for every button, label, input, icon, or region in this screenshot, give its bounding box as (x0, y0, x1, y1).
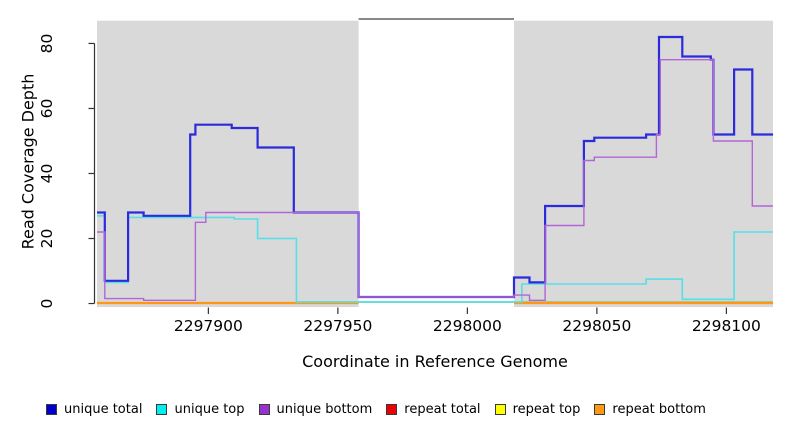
x-tick-label: 2298050 (562, 317, 631, 335)
x-tick-label: 2297900 (174, 317, 243, 335)
legend-item-repeat-bottom: repeat bottom (594, 402, 706, 417)
legend-swatch (386, 403, 398, 415)
y-tick-label: 40 (38, 164, 56, 184)
y-tick-label: 60 (38, 99, 56, 119)
x-tick-label: 2298000 (433, 317, 502, 335)
y-tick-label: 0 (38, 299, 56, 309)
legend-label: unique top (174, 401, 245, 417)
legend-swatch (594, 403, 606, 415)
series-unique-bottom (97, 59, 773, 301)
y-tick-label: 80 (38, 34, 56, 54)
legend-swatch (494, 403, 506, 415)
legend-item-unique-top: unique top (156, 401, 245, 417)
shaded-region (97, 20, 359, 308)
legend-label: repeat top (512, 401, 581, 417)
legend-item-repeat-total: repeat total (386, 401, 481, 417)
legend-label: unique bottom (276, 401, 373, 417)
legend-label: repeat bottom (612, 401, 706, 417)
legend-label: repeat total (404, 401, 481, 417)
x-tick-label: 2297950 (303, 317, 372, 335)
legend-item-unique-bottom: unique bottom (258, 401, 373, 417)
y-tick-label: 20 (38, 229, 56, 249)
y-axis-title: Read Coverage Depth (18, 73, 38, 250)
shaded-region (513, 20, 773, 308)
legend-label: unique total (64, 401, 143, 417)
legend-swatch (156, 403, 168, 415)
x-axis-title: Coordinate in Reference Genome (302, 352, 568, 371)
legend-item-unique-total: unique total (46, 402, 142, 417)
x-tick-label: 2298100 (692, 317, 761, 335)
legend-item-repeat-top: repeat top (494, 401, 581, 417)
legend-swatch (46, 403, 57, 415)
legend-swatch (258, 403, 270, 415)
legend: unique total unique top unique bottom repea… (46, 398, 706, 420)
